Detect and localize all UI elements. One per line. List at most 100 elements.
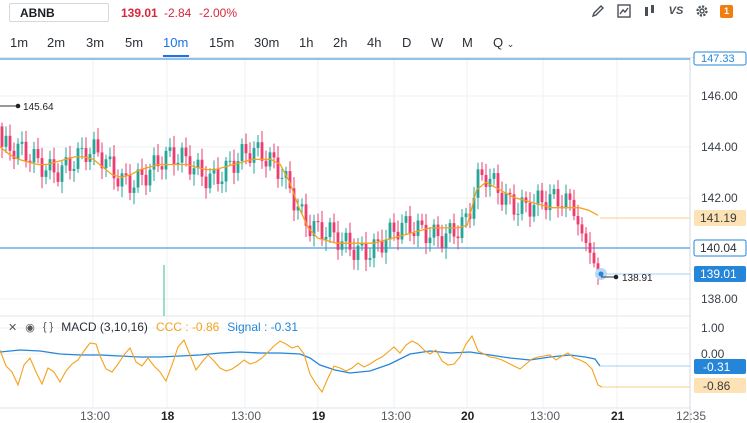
bar-chart-icon[interactable] [642,3,658,19]
candle-body [320,222,324,240]
tab-4h[interactable]: 4h [367,35,382,50]
interval-tabs: 1m 2m 3m 5m 10m 15m 30m 1h 2h 4h D W M Q… [0,29,747,58]
candle-body [376,239,380,241]
candle-body [212,168,216,174]
notification-badge[interactable]: 1 [720,4,733,18]
price-axis-tick: 142.00 [701,191,738,205]
candle-body [400,222,404,240]
candle-body [276,157,280,179]
close-icon[interactable]: ✕ [8,321,18,334]
candle-body [324,237,328,240]
candle-body [252,147,256,163]
candle-body [492,173,496,179]
symbol-search-input[interactable]: ABNB [9,3,109,22]
eye-icon[interactable]: ◉ [25,321,35,334]
candle-body [68,157,72,171]
candle-body [332,222,336,233]
vs-compare-icon[interactable]: VS [668,5,684,17]
candle-body [508,192,512,195]
candle-body [180,147,184,163]
tab-5m[interactable]: 5m [125,35,144,50]
moving-average-line [0,146,599,244]
candle-body [380,240,384,253]
macd-signal-line [0,349,601,374]
tab-2h[interactable]: 2h [333,35,348,50]
pencil-icon[interactable] [590,3,606,19]
candle-body [12,150,16,159]
signal-value: Signal : -0.31 [227,320,299,334]
candle-body [156,155,160,167]
tab-d[interactable]: D [402,35,412,50]
candle-body [196,159,200,169]
candle-body [112,156,116,179]
tab-3m[interactable]: 3m [86,35,105,50]
code-braces-icon[interactable]: { } [42,321,54,333]
candle-body [136,169,140,188]
candle-body [416,220,420,237]
candle-body [488,178,492,187]
candle-body [108,156,112,160]
candle-body [72,168,76,171]
candle-body [528,202,532,217]
price-axis-tick: 146.00 [701,89,738,103]
time-axis-tick: 20 [461,409,475,423]
candle-body [308,225,312,237]
candle-body [520,197,524,214]
candle-body [96,139,100,153]
macd-axis-tick: 0.00 [701,347,725,361]
tab-1h[interactable]: 1h [299,35,314,50]
candle-body [536,190,540,205]
area-chart-icon[interactable] [616,3,632,19]
candle-body [184,147,188,157]
candle-body [424,224,428,244]
candle-body [76,148,80,169]
candle-body [584,233,588,243]
macd-ccc-line [0,334,603,394]
candle-body [204,176,208,189]
tab-10m[interactable]: 10m [163,35,189,50]
candle-body [116,178,120,187]
candle-body [20,141,24,144]
time-axis-tick: 13:00 [381,409,411,423]
candle-body [336,232,340,250]
candle-body [236,161,240,173]
candle-body [288,171,292,189]
price-axis-tick: 138.00 [701,292,738,306]
candle-body [328,222,332,238]
candle-body [420,220,424,225]
candle-body [456,236,460,239]
gear-icon[interactable] [694,3,710,19]
price-change-percent: -2.00% [199,6,238,20]
tab-1m[interactable]: 1m [10,35,29,50]
tab-15m[interactable]: 15m [209,35,235,50]
candle-body [220,181,224,185]
candle-body [280,177,284,179]
time-axis-tick: 12:35 [676,409,706,423]
top-bar: ABNB 139.01 -2.84 -2.00% VS 1 [0,0,747,26]
tab-30m[interactable]: 30m [254,35,280,50]
tab-m[interactable]: M [462,35,473,50]
tab-2m[interactable]: 2m [47,35,66,50]
candle-body [28,160,32,163]
candle-body [348,232,352,250]
candle-body [436,224,440,237]
candle-body [428,237,432,244]
candle-body [168,147,172,151]
line-price-label: 140.04 [700,241,737,255]
candle-body [192,168,196,175]
candle-body [388,222,392,240]
time-axis-tick: 19 [312,409,326,423]
candle-body [516,213,520,215]
time-axis-tick: 13:00 [231,409,261,423]
tab-q-label: Q [493,35,504,50]
last-price-label: 139.01 [700,267,737,281]
tab-q[interactable]: Q ⌄ [493,35,514,50]
tab-w[interactable]: W [431,35,444,50]
chevron-down-icon: ⌄ [506,39,515,49]
candle-body [48,159,52,171]
candle-body [256,142,260,148]
candle-body [120,173,124,187]
candle-body [568,193,572,200]
candle-body [588,242,592,253]
